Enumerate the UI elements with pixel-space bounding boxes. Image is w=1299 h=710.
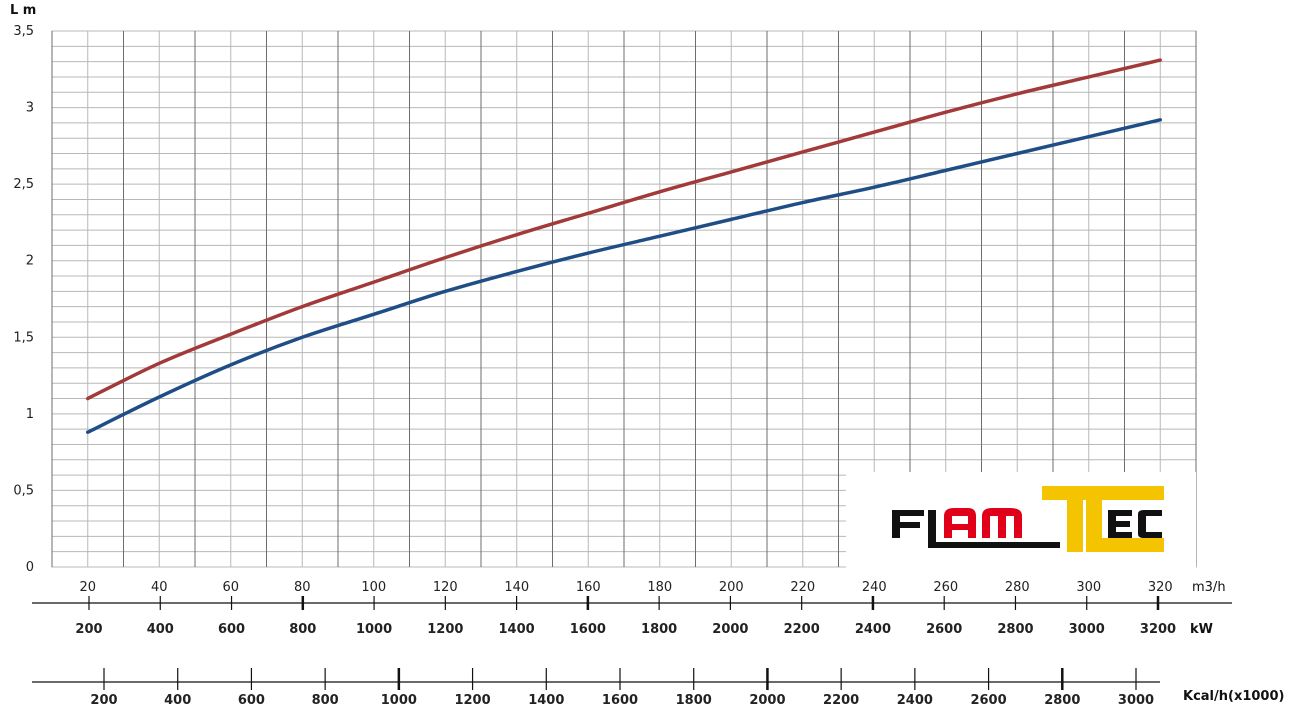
x-axis-unit-kcal: Kcal/h(x1000): [1183, 689, 1284, 704]
x-tick-label-kw: 3200: [1140, 622, 1176, 637]
x-tick-label-kcal: 1600: [602, 693, 638, 708]
x-tick-label-kcal: 1400: [528, 693, 564, 708]
x-tick-label-kcal: 3000: [1118, 693, 1154, 708]
y-tick-label: 1,5: [13, 330, 34, 345]
logo-yellow-c-frame: [1086, 486, 1164, 552]
logo-letter-m: [982, 508, 1022, 538]
x-tick-label-m3h: 120: [433, 580, 458, 595]
y-axis-label: L m: [10, 3, 36, 18]
logo-letter-l: [928, 510, 1060, 548]
x-tick-label-kcal: 1200: [454, 693, 490, 708]
x-tick-label-kw: 2000: [712, 622, 748, 637]
x-tick-label-kcal: 200: [90, 693, 117, 708]
x-tick-label-m3h: 80: [294, 580, 311, 595]
logo-yellow-t: [1042, 486, 1108, 552]
x-tick-label-m3h: 220: [790, 580, 815, 595]
x-tick-label-m3h: 300: [1076, 580, 1101, 595]
x-tick-label-kw: 2800: [997, 622, 1033, 637]
x-axis-kcal: 200 400 600 800 1000 1200 1400 1600 1800 2000 2200…: [32, 668, 1284, 708]
x-tick-label-m3h: 100: [361, 580, 386, 595]
x-tick-label-m3h: 20: [79, 580, 96, 595]
logo-letter-c: [1138, 510, 1162, 538]
x-tick-label-kcal: 2800: [1044, 693, 1080, 708]
x-tick-label-m3h: 40: [151, 580, 168, 595]
x-tick-label-kw: 2600: [926, 622, 962, 637]
y-tick-label: 3: [26, 101, 34, 116]
logo-letter-f: [892, 510, 924, 538]
x-axis-unit-kw: kW: [1190, 622, 1213, 637]
x-tick-label-kw: 3000: [1069, 622, 1105, 637]
series-line-0: [86, 58, 1162, 401]
x-tick-label-kw: 1000: [356, 622, 392, 637]
x-axis-unit-m3h: m3/h: [1192, 580, 1226, 595]
series-lines: [86, 58, 1162, 434]
x-tick-label-kw: 1800: [641, 622, 677, 637]
x-tick-label-kw: 1200: [427, 622, 463, 637]
x-tick-label-m3h: 200: [719, 580, 744, 595]
x-tick-label-kw: 800: [289, 622, 316, 637]
x-tick-label-kcal: 2600: [970, 693, 1006, 708]
y-axis-ticks: 0 0,5 1 1,5 2 2,5 3 3,5: [13, 24, 34, 575]
logo-letter-a: [944, 508, 976, 538]
flamtec-logo: [846, 472, 1196, 568]
x-tick-label-kcal: 2200: [823, 693, 859, 708]
x-tick-label-m3h: 260: [933, 580, 958, 595]
x-tick-label-kw: 2200: [784, 622, 820, 637]
x-tick-label-m3h: 140: [504, 580, 529, 595]
x-axis-kw: 200 400 600 800 1000 1200 1400 1600 1800 2000 2200…: [32, 596, 1232, 637]
x-tick-label-m3h: 240: [862, 580, 887, 595]
x-tick-label-kcal: 2000: [749, 693, 785, 708]
x-axis-m3h: 20 40 60 80 100 120 140 160 180 200 220 240 260 280 30…: [79, 580, 1225, 595]
x-tick-label-kcal: 1000: [381, 693, 417, 708]
x-tick-label-kcal: 1800: [676, 693, 712, 708]
x-tick-label-kw: 2400: [855, 622, 891, 637]
y-tick-label: 0,5: [13, 483, 34, 498]
x-tick-label-kcal: 400: [164, 693, 191, 708]
y-tick-label: 3,5: [13, 24, 34, 39]
x-tick-label-kw: 400: [147, 622, 174, 637]
x-tick-label-kw: 200: [75, 622, 102, 637]
x-tick-label-kw: 600: [218, 622, 245, 637]
y-tick-label: 0: [26, 560, 34, 575]
x-tick-label-m3h: 60: [222, 580, 239, 595]
x-tick-label-m3h: 180: [647, 580, 672, 595]
x-tick-label-m3h: 280: [1005, 580, 1030, 595]
x-tick-label-kw: 1600: [570, 622, 606, 637]
x-tick-label-kcal: 600: [238, 693, 265, 708]
x-tick-label-kcal: 2400: [897, 693, 933, 708]
x-tick-label-kw: 1400: [499, 622, 535, 637]
x-tick-label-kcal: 800: [312, 693, 339, 708]
series-line-1: [86, 118, 1162, 434]
x-tick-label-m3h: 160: [576, 580, 601, 595]
logo-letter-e: [1108, 510, 1132, 538]
y-tick-label: 1: [26, 407, 34, 422]
y-tick-label: 2: [26, 254, 34, 269]
y-tick-label: 2,5: [13, 177, 34, 192]
x-tick-label-m3h: 320: [1148, 580, 1173, 595]
